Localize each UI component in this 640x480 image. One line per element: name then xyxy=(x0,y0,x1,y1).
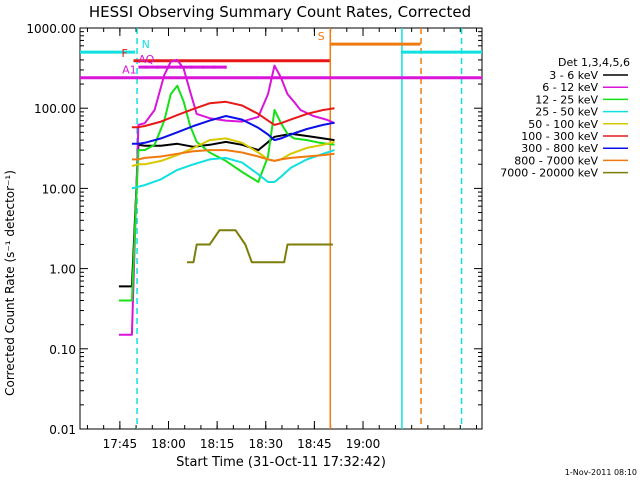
flag-dot xyxy=(201,65,205,69)
x-tick-label: 18:45 xyxy=(297,437,332,451)
series-line xyxy=(118,58,335,336)
plot-frame xyxy=(79,27,483,430)
legend-label: 3 - 6 keV xyxy=(549,69,598,82)
series-line xyxy=(131,100,335,129)
flag-label: A1 xyxy=(122,64,137,77)
y-tick-label: 1.00 xyxy=(49,263,76,277)
series-line xyxy=(131,149,335,190)
legend-label: 300 - 800 keV xyxy=(521,142,598,155)
series-line xyxy=(187,229,333,264)
series-line xyxy=(118,84,335,302)
legend-label: 50 - 100 keV xyxy=(528,118,598,131)
x-axis-label: Start Time (31-Oct-11 17:32:42) xyxy=(176,455,386,470)
y-tick-label: 0.10 xyxy=(49,343,76,357)
legend-label: 25 - 50 keV xyxy=(535,106,598,119)
flag-dot xyxy=(144,65,148,69)
y-tick-label: 0.01 xyxy=(49,423,76,437)
x-tick-label: 17:45 xyxy=(103,437,138,451)
flag-dot xyxy=(156,65,159,69)
footer-timestamp: 1-Nov-2011 08:10 xyxy=(565,468,637,477)
series-line xyxy=(131,115,335,145)
flag-label: N xyxy=(142,38,150,51)
time-markers xyxy=(136,28,463,429)
legend-label: 800 - 7000 keV xyxy=(514,154,598,167)
legend-title: Det 1,3,4,5,6 xyxy=(558,56,630,69)
x-tick-label: 18:00 xyxy=(151,437,186,451)
flag-dot xyxy=(212,65,216,69)
y-tick-label: 100.00 xyxy=(34,102,76,116)
flag-dot xyxy=(178,65,182,69)
y-axis: 1000.00 100.00 10.00 1.00 0.10 0.01 xyxy=(26,22,482,437)
flag-label: S xyxy=(318,30,325,43)
x-axis: 17:45 18:00 18:15 18:30 18:45 19:00 xyxy=(86,28,477,451)
x-tick-label: 19:00 xyxy=(346,437,381,451)
y-tick-label: 10.00 xyxy=(42,182,76,196)
x-tick-label: 18:30 xyxy=(248,437,283,451)
legend-label: 6 - 12 keV xyxy=(542,81,598,94)
x-tick-label: 18:15 xyxy=(200,437,235,451)
flag-label: F xyxy=(121,47,127,60)
flag-dot xyxy=(224,65,227,69)
series-line xyxy=(131,137,335,167)
y-tick-label: 1000.00 xyxy=(26,22,76,36)
y-axis-label: Corrected Count Rate (s⁻¹ detector⁻¹) xyxy=(3,170,17,396)
legend-label: 12 - 25 keV xyxy=(535,93,598,106)
flag-label: AQ xyxy=(138,53,154,66)
flag-dot xyxy=(190,65,193,69)
series-line xyxy=(131,149,335,162)
legend-label: 100 - 300 keV xyxy=(521,130,598,143)
series-lines xyxy=(118,58,335,336)
legend-label: 7000 - 20000 keV xyxy=(500,167,598,180)
chart-title: HESSI Observing Summary Count Rates, Cor… xyxy=(89,3,471,21)
